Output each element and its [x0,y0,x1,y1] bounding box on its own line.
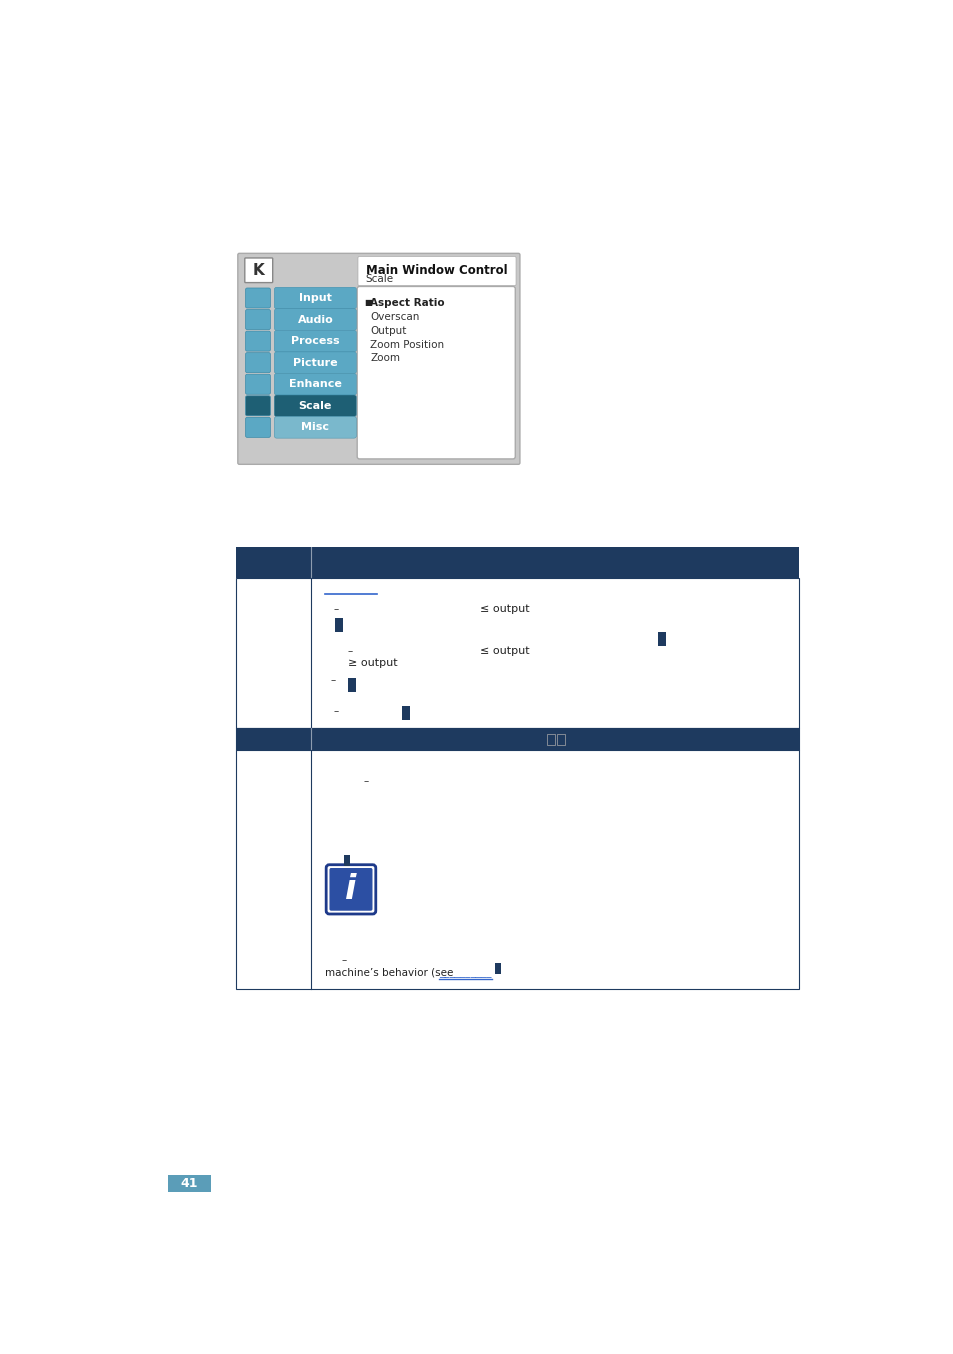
Text: Overscan: Overscan [370,311,419,322]
Text: ≤ output: ≤ output [479,604,529,615]
FancyBboxPatch shape [274,395,356,417]
Bar [236,728,798,750]
FancyBboxPatch shape [274,374,356,395]
FancyBboxPatch shape [245,288,270,307]
Text: Zoom Position: Zoom Position [370,340,444,349]
FancyBboxPatch shape [274,417,356,439]
Bar [236,750,798,988]
Bar [236,547,798,578]
Text: machine’s behavior (see: machine’s behavior (see [324,968,453,978]
FancyBboxPatch shape [245,417,270,437]
Bar [348,678,355,692]
Text: –: – [341,956,347,965]
Text: Enhance: Enhance [289,379,341,389]
Text: –: – [348,646,353,657]
FancyBboxPatch shape [245,332,270,351]
Text: ■: ■ [364,298,372,307]
Text: Scale: Scale [298,401,332,410]
Bar [495,963,500,974]
Text: Scale: Scale [365,274,394,284]
Text: Zoom: Zoom [370,353,400,363]
Bar [557,734,564,745]
Text: Audio: Audio [297,314,333,325]
Text: 41: 41 [180,1177,198,1190]
Bar [168,1175,211,1192]
Text: ≥ output: ≥ output [348,658,397,669]
Bar [236,578,798,728]
Bar [546,734,555,745]
FancyBboxPatch shape [245,310,270,329]
Text: –: – [363,776,368,787]
FancyBboxPatch shape [245,374,270,394]
Bar [344,856,350,867]
FancyBboxPatch shape [237,253,519,464]
Text: Process: Process [291,336,339,347]
Text: Main Window Control: Main Window Control [365,264,507,278]
Text: ≤ output: ≤ output [479,646,529,657]
FancyBboxPatch shape [274,309,356,330]
Text: Output: Output [370,326,406,336]
FancyBboxPatch shape [274,287,356,309]
FancyBboxPatch shape [356,287,515,459]
Text: –: – [334,604,339,615]
FancyBboxPatch shape [245,395,270,416]
FancyBboxPatch shape [328,867,374,913]
Text: __________: __________ [439,968,492,978]
Text: –: – [331,676,335,685]
Text: Misc: Misc [301,422,329,432]
FancyBboxPatch shape [274,330,356,352]
Text: Aspect Ratio: Aspect Ratio [370,298,444,307]
FancyBboxPatch shape [245,352,270,372]
Bar [335,619,343,632]
FancyBboxPatch shape [274,352,356,374]
Text: i: i [345,873,356,906]
Bar [402,705,410,720]
FancyBboxPatch shape [245,259,273,283]
FancyBboxPatch shape [357,256,516,286]
Text: Input: Input [298,292,332,303]
Bar [658,632,665,646]
Text: Picture: Picture [293,357,337,368]
Text: K: K [253,263,264,278]
Text: –: – [334,705,339,716]
